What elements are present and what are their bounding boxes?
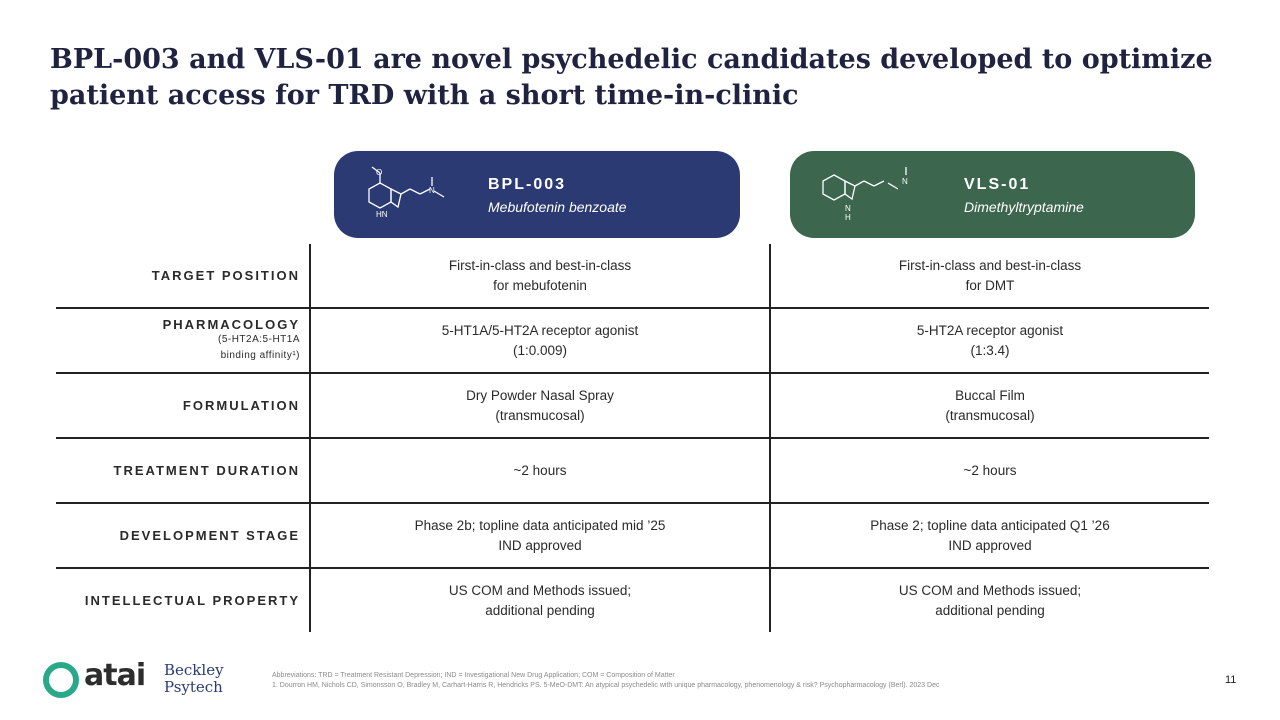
footnotes: Abbreviations: TRD = Treatment Resistant… [272,671,939,691]
vls-cell: Buccal Film (transmucosal) [769,374,1209,437]
page-title: BPL-003 and VLS-01 are novel psychedelic… [50,44,1213,111]
beckley-psytech-logo: Beckley Psytech [164,661,224,696]
table-row: PHARMACOLOGY (5-HT2A:5-HT1A binding affi… [56,309,1209,374]
atai-logo-icon [43,662,79,698]
table-row: TREATMENT DURATION ~2 hours ~2 hours [56,439,1209,504]
row-label-formulation: FORMULATION [182,398,300,413]
bpl-cell: First-in-class and best-in-class for mebu… [309,244,769,307]
vls-cell: ~2 hours [769,439,1209,502]
svg-text:N: N [429,186,435,195]
bpl-cell: ~2 hours [309,439,769,502]
abbreviations-note: Abbreviations: TRD = Treatment Resistant… [272,672,675,679]
row-label-pharmacology: PHARMACOLOGY (5-HT2A:5-HT1A binding affi… [56,309,309,372]
table-row: FORMULATION Dry Powder Nasal Spray (trans… [56,374,1209,439]
table-row: DEVELOPMENT STAGE Phase 2b; topline data… [56,504,1209,569]
bpl-003-name: BPL-003 [488,176,567,193]
pharmacology-note: (5-HT2A:5-HT1A binding affinity¹) [217,334,300,361]
bpl-cell: US COM and Methods issued; additional pen… [309,569,769,632]
bpl-cell: Phase 2b; topline data anticipated mid ’… [309,504,769,567]
comparison-table: TARGET POSITION First-in-class and best-… [56,244,1209,632]
row-label-target-position: TARGET POSITION [151,268,300,283]
atai-logo-text: atai [84,658,146,693]
svg-text:N: N [902,177,908,186]
vls-cell: Phase 2; topline data anticipated Q1 ’26… [769,504,1209,567]
bpl-cell: Dry Powder Nasal Spray (transmucosal) [309,374,769,437]
bpl-cell: 5-HT1A/5-HT2A receptor agonist (1:0.009) [309,309,769,372]
table-row: INTELLECTUAL PROPERTY US COM and Methods… [56,569,1209,632]
bpl-003-subtitle: Mebufotenin benzoate [488,199,627,215]
vls-cell: US COM and Methods issued; additional pen… [769,569,1209,632]
mebufotenin-structure-icon: O N HN [368,166,445,219]
vls-cell: First-in-class and best-in-class for DMT [769,244,1209,307]
reference-note: 1. Dourron HM, Nichols CD, Simonsson O, … [272,682,940,689]
page-number: 11 [1225,674,1237,686]
vls-01-card: N H N VLS-01 Dimethyltryptamine [790,151,1195,238]
table-row: TARGET POSITION First-in-class and best-… [56,244,1209,309]
svg-text:O: O [376,168,382,177]
vls-01-name: VLS-01 [964,176,1031,193]
row-label-intellectual-property: INTELLECTUAL PROPERTY [84,593,300,608]
vls-01-subtitle: Dimethyltryptamine [964,199,1084,215]
svg-text:N: N [845,204,851,213]
dmt-structure-icon: N H N [822,167,908,222]
bpl-003-card: O N HN BPL-003 Mebufotenin benzoate [334,151,740,238]
svg-text:H: H [845,213,851,222]
row-label-treatment-duration: TREATMENT DURATION [113,463,300,478]
vls-cell: 5-HT2A receptor agonist (1:3.4) [769,309,1209,372]
svg-text:HN: HN [376,210,388,219]
row-label-development-stage: DEVELOPMENT STAGE [119,528,300,543]
